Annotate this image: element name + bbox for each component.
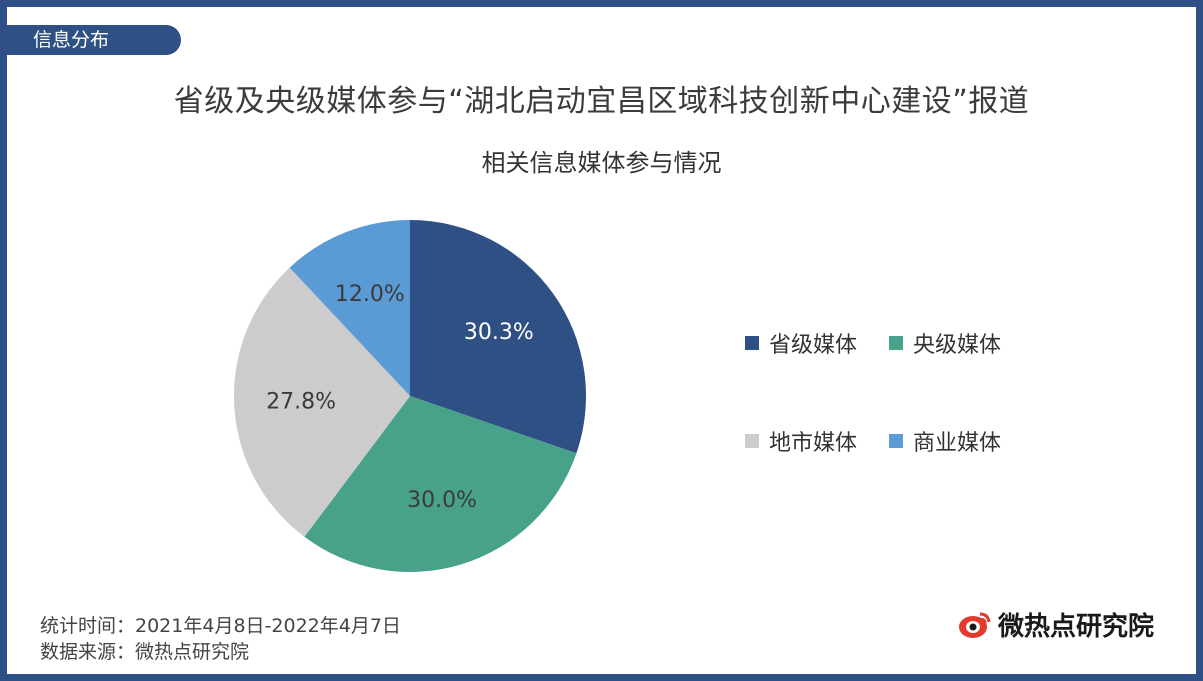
chart-subtitle: 相关信息媒体参与情况 [481,149,722,177]
page-title: 省级及央级媒体参与“湖北启动宜昌区域科技创新中心建设”报道 [173,84,1030,119]
legend-item-provincial: 省级媒体 [745,329,858,358]
brand-name: 微热点研究院 [998,612,1155,642]
pie-label-commercial: 12.0% [335,282,405,307]
pie-label-local: 27.8% [266,389,336,414]
pie-slice-provincial [410,220,587,454]
weibo-eye-logo-icon [959,612,991,638]
legend-swatch [889,336,903,350]
section-tag: 信息分布 [7,25,181,55]
pie-label-provincial: 30.3% [464,320,534,345]
pie-slice-central [304,396,577,572]
pie-slice-local [234,267,410,537]
stat-time: 统计时间：2021年4月8日-2022年4月7日 [40,615,401,637]
legend-item-central: 央级媒体 [889,329,1002,358]
legend-swatch [745,434,759,448]
legend-label: 商业媒体 [913,431,1002,456]
legend-item-local: 地市媒体 [745,427,858,456]
legend-item-commercial: 商业媒体 [889,427,1002,456]
brand-logo: 微热点研究院 [958,606,1154,643]
legend-label: 省级媒体 [769,333,858,358]
legend-label: 央级媒体 [913,333,1002,358]
legend-label: 地市媒体 [769,431,858,456]
data-source: 数据来源：微热点研究院 [40,641,250,663]
legend-swatch [889,434,903,448]
legend-swatch [745,336,759,350]
pie-slice-commercial [289,220,410,396]
pie-label-central: 30.0% [407,488,477,513]
